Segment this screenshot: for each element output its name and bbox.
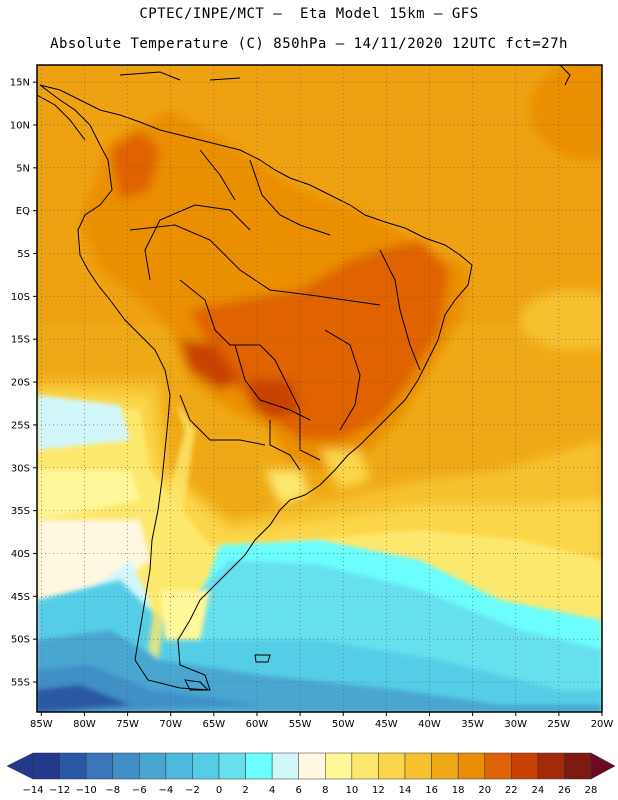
colorbar-swatch [351, 752, 379, 780]
lat-label: 50S [11, 635, 30, 646]
lat-label: 5N [16, 163, 30, 174]
temperature-field [37, 65, 602, 712]
lon-label: 30W [504, 719, 527, 730]
colorbar-swatch [404, 752, 432, 780]
colorbar-labels: −14 −12 −10 −8 −6 −4 −2 0 2 4 6 8 10 12 14 16 18 20 22 24 26… [22, 785, 597, 796]
lat-label: 15S [11, 335, 30, 346]
colorbar-label: −12 [49, 785, 70, 796]
colorbar-label: 0 [216, 785, 222, 796]
lon-label: 80W [73, 719, 96, 730]
colorbar-swatch [112, 752, 140, 780]
lon-label: 65W [203, 719, 226, 730]
colorbar-label: 18 [452, 785, 465, 796]
colorbar-label: 4 [269, 785, 275, 796]
colorbar-label: 12 [372, 785, 385, 796]
colorbar-swatch [165, 752, 193, 780]
colorbar-swatch [564, 752, 592, 780]
colorbar-label: −2 [185, 785, 200, 796]
colorbar-label: 6 [296, 785, 302, 796]
lon-label: 20W [591, 719, 614, 730]
lat-label: 35S [11, 506, 30, 517]
colorbar-label: 14 [399, 785, 412, 796]
colorbar-swatch [139, 752, 167, 780]
latitude-labels: 15N 10N 5N EQ 5S 10S 15S 20S 25S 30S 35S 40S 45S 50S 5… [10, 78, 30, 689]
lat-label: EQ [16, 206, 30, 217]
lon-label: 60W [246, 719, 269, 730]
lat-label: 45S [11, 592, 30, 603]
colorbar-swatch [192, 752, 220, 780]
axis-ticks [33, 81, 603, 716]
colorbar-label: −10 [76, 785, 97, 796]
lon-label: 40W [418, 719, 441, 730]
lon-label: 35W [461, 719, 484, 730]
lat-label: 30S [11, 463, 30, 474]
colorbar-label: 26 [558, 785, 571, 796]
lon-label: 75W [116, 719, 139, 730]
colorbar-swatch [85, 752, 113, 780]
colorbar-label: 20 [478, 785, 491, 796]
coastlines [37, 65, 571, 691]
lat-label: 10S [11, 292, 30, 303]
colorbar-swatch [298, 752, 326, 780]
colorbar [6, 752, 616, 780]
colorbar-swatch [378, 752, 406, 780]
longitude-labels: 85W 80W 75W 70W 65W 60W 55W 50W 45W 40W 35W 30W 25W 2… [30, 719, 613, 730]
colorbar-swatch [325, 752, 353, 780]
colorbar-swatch [511, 752, 539, 780]
colorbar-label: −4 [158, 785, 173, 796]
lon-label: 70W [159, 719, 182, 730]
lon-label: 45W [375, 719, 398, 730]
colorbar-label: 10 [345, 785, 358, 796]
colorbar-swatch [59, 752, 87, 780]
colorbar-label: −8 [105, 785, 120, 796]
colorbar-swatch [271, 752, 299, 780]
colorbar-label: −14 [22, 785, 43, 796]
title-line-2: Absolute Temperature (C) 850hPa – 14/11/… [50, 36, 568, 52]
colorbar-swatch [32, 752, 60, 780]
colorbar-swatch [537, 752, 565, 780]
lon-label: 85W [30, 719, 53, 730]
title-line-1: CPTEC/INPE/MCT – Eta Model 15km – GFS [139, 6, 479, 22]
lat-label: 40S [11, 549, 30, 560]
map-frame [36, 64, 603, 713]
colorbar-label: 8 [322, 785, 328, 796]
colorbar-under-arrow [6, 752, 34, 780]
colorbar-label: 16 [425, 785, 438, 796]
colorbar-swatch [245, 752, 273, 780]
lon-label: 25W [548, 719, 571, 730]
colorbar-label: 22 [505, 785, 518, 796]
lon-label: 50W [332, 719, 355, 730]
lat-label: 15N [10, 78, 30, 89]
lat-label: 20S [11, 378, 30, 389]
colorbar-swatch [484, 752, 512, 780]
colorbar-label: 2 [242, 785, 248, 796]
colorbar-swatch [218, 752, 246, 780]
colorbar-swatch [457, 752, 485, 780]
lat-label: 5S [17, 249, 30, 260]
lat-label: 10N [10, 120, 30, 131]
colorbar-label: 24 [531, 785, 544, 796]
colorbar-label: 28 [585, 785, 598, 796]
lon-label: 55W [289, 719, 312, 730]
colorbar-label: −6 [132, 785, 147, 796]
lat-label: 55S [11, 678, 30, 689]
colorbar-over-arrow [590, 752, 616, 780]
colorbar-swatch [431, 752, 459, 780]
lat-label: 25S [11, 420, 30, 431]
